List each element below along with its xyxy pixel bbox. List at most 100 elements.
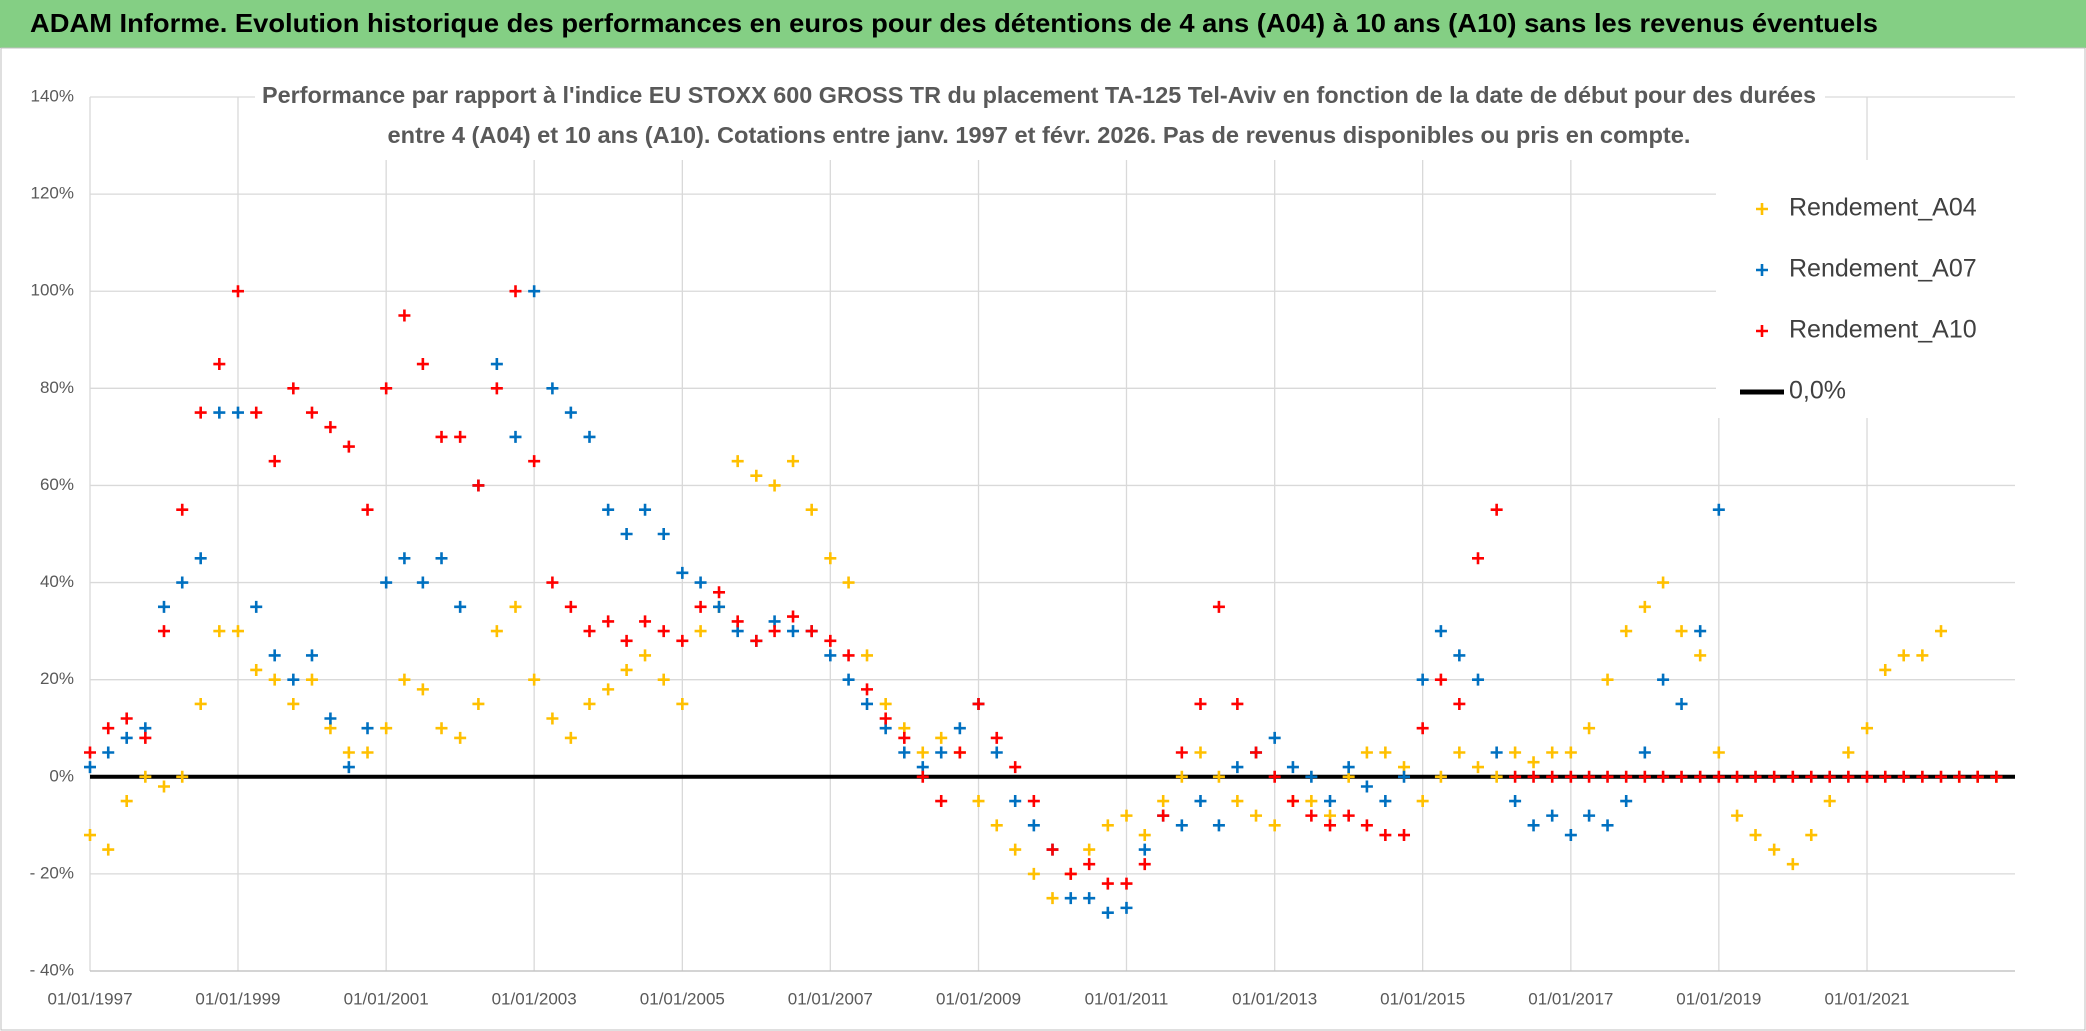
data-point bbox=[805, 625, 818, 638]
data-point bbox=[750, 469, 763, 482]
data-point bbox=[361, 503, 374, 516]
y-tick-label: 60% bbox=[40, 475, 74, 494]
data-point bbox=[528, 455, 541, 468]
data-point bbox=[1231, 697, 1244, 710]
data-point bbox=[1527, 756, 1540, 769]
data-point bbox=[1509, 746, 1522, 759]
data-point bbox=[157, 780, 170, 793]
data-point bbox=[1194, 697, 1207, 710]
data-point bbox=[1601, 770, 1614, 783]
data-point bbox=[84, 829, 96, 842]
y-tick-label: 40% bbox=[40, 572, 74, 591]
data-point bbox=[1434, 625, 1447, 638]
legend-box bbox=[1716, 160, 2015, 418]
legend-label: Rendement_A04 bbox=[1789, 194, 1977, 222]
x-tick-label: 01/01/2005 bbox=[640, 989, 725, 1008]
data-point bbox=[694, 600, 707, 613]
data-point bbox=[194, 697, 207, 710]
data-point bbox=[990, 731, 1003, 744]
data-point bbox=[953, 746, 966, 759]
data-point bbox=[861, 649, 874, 662]
data-point bbox=[1027, 867, 1040, 880]
x-tick-label: 01/01/2017 bbox=[1528, 989, 1613, 1008]
grid: 140% 120% 100% 80% 60% 40% 20% 0% - 20% - 40% 01/0… bbox=[30, 86, 2015, 1008]
data-point bbox=[324, 421, 337, 434]
data-point bbox=[1379, 746, 1392, 759]
legend-label: Rendement_A07 bbox=[1789, 255, 1977, 283]
data-point bbox=[1120, 877, 1133, 890]
data-point bbox=[1712, 770, 1725, 783]
data-point bbox=[361, 746, 374, 759]
data-point bbox=[1768, 770, 1781, 783]
data-point bbox=[1416, 673, 1429, 686]
data-point bbox=[1712, 746, 1725, 759]
data-point bbox=[1823, 795, 1836, 808]
data-point bbox=[953, 722, 966, 735]
data-point bbox=[1694, 649, 1707, 662]
data-point bbox=[416, 576, 429, 589]
data-point bbox=[1453, 697, 1466, 710]
data-point bbox=[824, 649, 837, 662]
data-point bbox=[194, 406, 207, 419]
data-point bbox=[1731, 770, 1744, 783]
y-tick-label: 0% bbox=[49, 766, 74, 785]
data-point bbox=[1064, 867, 1077, 880]
data-point bbox=[1675, 697, 1688, 710]
x-tick-label: 01/01/2021 bbox=[1824, 989, 1909, 1008]
data-point bbox=[1398, 829, 1411, 842]
data-point bbox=[1175, 770, 1188, 783]
data-point bbox=[1379, 795, 1392, 808]
data-point bbox=[287, 382, 300, 395]
data-point bbox=[1305, 809, 1318, 822]
data-point bbox=[1768, 843, 1781, 856]
data-point bbox=[1583, 809, 1596, 822]
data-point bbox=[620, 528, 633, 540]
data-point bbox=[1009, 795, 1022, 808]
data-point bbox=[1638, 600, 1651, 613]
data-point bbox=[528, 285, 541, 298]
legend: Rendement_A04 Rendement_A07 Rendement_A10 0… bbox=[1740, 194, 1977, 405]
data-point bbox=[1657, 673, 1670, 686]
data-point bbox=[713, 600, 726, 613]
data-point bbox=[231, 406, 244, 419]
data-point bbox=[398, 552, 411, 565]
data-point bbox=[1175, 819, 1188, 832]
data-point bbox=[1712, 503, 1725, 516]
data-point bbox=[84, 746, 96, 759]
data-point bbox=[546, 382, 559, 395]
data-point bbox=[1897, 649, 1910, 662]
legend-label: 0,0% bbox=[1789, 377, 1846, 405]
data-point bbox=[305, 406, 318, 419]
data-point bbox=[1360, 819, 1373, 832]
data-point bbox=[1212, 600, 1225, 613]
data-point bbox=[1305, 770, 1318, 783]
data-point bbox=[1379, 829, 1392, 842]
data-point bbox=[380, 382, 393, 395]
data-point bbox=[305, 649, 318, 662]
y-tick-label: 100% bbox=[31, 281, 74, 300]
data-point bbox=[1138, 829, 1151, 842]
subtitle-box bbox=[255, 78, 1825, 160]
data-point bbox=[398, 309, 411, 322]
data-point bbox=[231, 285, 244, 298]
data-point bbox=[916, 746, 929, 759]
data-point bbox=[1916, 649, 1929, 662]
data-point bbox=[472, 697, 485, 710]
data-point bbox=[1250, 809, 1263, 822]
data-point bbox=[528, 673, 541, 686]
data-point bbox=[1527, 770, 1540, 783]
legend-marker bbox=[1756, 325, 1768, 337]
data-point bbox=[1620, 770, 1633, 783]
data-point bbox=[1842, 746, 1855, 759]
data-point bbox=[990, 819, 1003, 832]
data-point bbox=[787, 625, 800, 638]
data-point bbox=[102, 746, 115, 759]
data-point bbox=[1157, 809, 1170, 822]
data-point bbox=[731, 455, 744, 468]
data-point bbox=[84, 761, 96, 774]
data-point bbox=[676, 634, 689, 647]
data-point bbox=[1416, 722, 1429, 735]
data-point bbox=[1675, 625, 1688, 638]
data-point bbox=[898, 746, 911, 759]
